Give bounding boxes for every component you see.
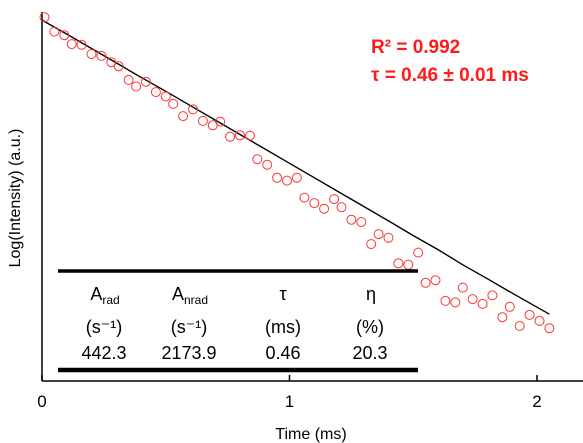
data-point <box>497 312 508 323</box>
data-point <box>373 229 384 240</box>
data-point <box>150 87 161 98</box>
x-axis-label: Time (ms) <box>275 426 346 443</box>
data-point <box>346 214 357 225</box>
data-point <box>113 61 124 72</box>
data-point <box>430 275 441 286</box>
y-axis-label: Log(Intensity) (a.u.) <box>7 129 24 268</box>
table-header-arad-sub: rad <box>102 293 119 307</box>
inset-table: Arad Anrad τ η (s⁻¹) (s⁻¹) (ms) (%) 442.… <box>58 269 418 373</box>
x-tick-label: 0 <box>37 392 46 411</box>
x-ticks: 0 1 2 <box>37 375 542 411</box>
data-point <box>168 98 179 109</box>
data-point <box>524 309 535 320</box>
data-point <box>188 104 198 115</box>
data-point <box>197 115 208 126</box>
data-point <box>76 39 87 50</box>
table-unit-tau: (ms) <box>265 317 301 337</box>
fit-layer <box>41 19 550 315</box>
data-point <box>96 50 107 61</box>
data-point <box>366 239 377 250</box>
data-point <box>487 290 498 301</box>
table-header-eta: η <box>366 284 376 304</box>
table-unit-arad: (s⁻¹) <box>86 317 122 337</box>
data-point <box>383 232 394 243</box>
data-point <box>160 91 171 102</box>
data-point <box>140 76 151 87</box>
data-point <box>262 159 273 170</box>
data-point <box>467 294 478 305</box>
data-point <box>534 315 545 326</box>
data-point <box>131 81 142 92</box>
data-point <box>215 116 226 127</box>
data-point <box>39 12 50 23</box>
table-header-anrad-sub: nrad <box>184 293 208 307</box>
r-squared-annotation: R² = 0.992 <box>371 37 460 58</box>
data-point <box>123 74 134 85</box>
data-point <box>504 301 515 312</box>
data-point <box>282 175 292 186</box>
table-unit-eta: (%) <box>356 317 384 337</box>
fit-line <box>41 19 550 315</box>
data-point <box>403 259 414 270</box>
table-header-anrad: Anrad <box>172 284 208 307</box>
table-header-anrad-main: A <box>172 284 184 304</box>
data-point <box>225 131 236 142</box>
data-point <box>329 194 340 205</box>
table-value-arad: 442.3 <box>81 343 126 363</box>
data-point <box>440 295 451 306</box>
table-header-tau: τ <box>279 284 286 304</box>
data-point <box>514 321 525 331</box>
data-point <box>49 26 60 37</box>
data-point <box>291 172 302 183</box>
data-point <box>272 172 283 183</box>
data-point <box>244 130 255 141</box>
data-point <box>86 49 97 60</box>
table-header-arad: Arad <box>90 284 119 307</box>
data-point <box>477 298 488 309</box>
data-point <box>356 217 367 227</box>
data-point <box>299 192 310 203</box>
data-point <box>59 30 70 41</box>
data-point <box>450 297 461 308</box>
data-point <box>66 39 77 50</box>
data-point <box>309 198 320 209</box>
table-unit-anrad: (s⁻¹) <box>171 317 207 337</box>
tau-annotation: τ = 0.46 ± 0.01 ms <box>371 65 529 86</box>
data-point <box>457 282 468 293</box>
x-tick-label: 2 <box>532 392 541 411</box>
data-point <box>235 130 245 141</box>
data-point <box>393 258 404 269</box>
data-point <box>178 111 189 122</box>
data-point <box>336 202 347 213</box>
data-points <box>39 12 555 334</box>
data-point <box>252 154 263 165</box>
x-tick-label: 1 <box>285 392 294 411</box>
table-value-eta: 20.3 <box>352 343 387 363</box>
table-value-anrad: 2173.9 <box>161 343 216 363</box>
table-header-arad-main: A <box>90 284 102 304</box>
data-point <box>544 323 555 334</box>
table-value-tau: 0.46 <box>265 343 300 363</box>
data-point <box>420 277 431 288</box>
data-point <box>413 247 424 258</box>
data-point <box>319 203 330 214</box>
